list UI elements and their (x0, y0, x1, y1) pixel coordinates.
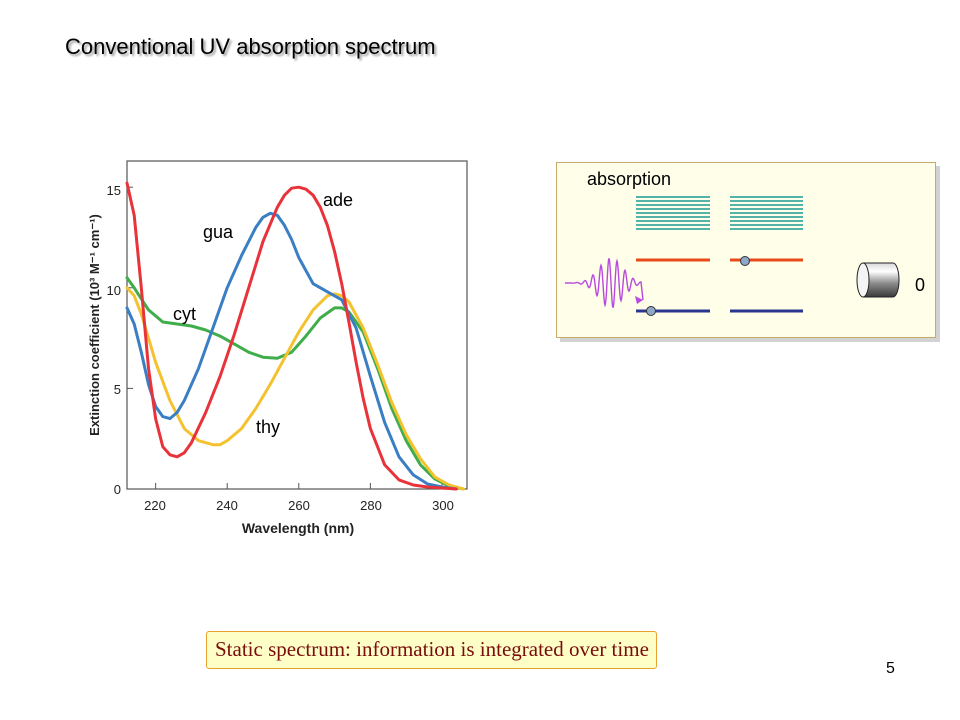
ytick-labels: 0 5 10 15 (107, 183, 121, 497)
detector-cylinder-icon (856, 262, 900, 298)
xtick-labels: 220 240 260 280 300 (144, 498, 454, 513)
ytick-label-5: 5 (114, 382, 121, 397)
series-line-gua (125, 211, 458, 491)
electron-dot-icon (646, 256, 750, 316)
series-line-thy (125, 286, 465, 491)
light-wave-pulse-icon (565, 258, 644, 308)
series-line-ade (125, 181, 458, 491)
xtick-label-280: 280 (360, 498, 382, 513)
energy-level-lines-icon (636, 258, 803, 313)
xtick-label-300: 300 (432, 498, 454, 513)
absorption-diagram: absorption 0 (556, 162, 936, 338)
xtick-label-220: 220 (144, 498, 166, 513)
series-label-cyt: cyt (173, 304, 196, 324)
ytick-label-0: 0 (114, 482, 121, 497)
series-label-thy: thy (256, 417, 280, 437)
x-axis-label: Wavelength (nm) (242, 520, 354, 536)
detector-count-label: 0 (915, 275, 926, 295)
xtick-label-260: 260 (288, 498, 310, 513)
series-line-cyt (125, 276, 465, 491)
ytick-label-15: 15 (107, 183, 121, 198)
slide-title: Conventional UV absorption spectrum (65, 34, 436, 59)
series-label-ade: ade (323, 190, 353, 210)
energy-level-diagram (565, 196, 900, 316)
excited-band-stack-icon (636, 196, 803, 230)
page-number: 5 (886, 660, 895, 677)
ytick-label-10: 10 (107, 283, 121, 298)
absorption-label: absorption (587, 169, 672, 189)
y-axis-label: Extinction coefficient (10³ M⁻¹ cm⁻¹) (87, 214, 102, 436)
xtick-label-240: 240 (216, 498, 238, 513)
series-label-gua: gua (203, 222, 234, 242)
caption-box: Static spectrum: information is integrat… (206, 631, 657, 669)
